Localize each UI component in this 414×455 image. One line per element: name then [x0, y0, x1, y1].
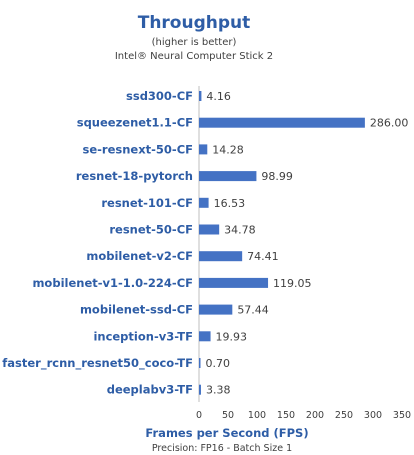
bar [199, 224, 220, 235]
chart-title: Throughput [138, 13, 251, 33]
plot-area: ssd300-CF 4.16 squeezenet1.1-CF 286.00 se-re… [2, 86, 411, 421]
bar [199, 277, 269, 288]
bar [199, 197, 209, 208]
value-label: 19.93 [216, 330, 248, 343]
value-label: 3.38 [206, 384, 231, 397]
bar [199, 144, 208, 155]
x-tick-label: 0 [196, 410, 202, 421]
bar [199, 384, 201, 395]
value-label: 119.05 [273, 277, 312, 290]
bar [199, 117, 365, 128]
value-label: 16.53 [214, 197, 246, 210]
value-label: 34.78 [224, 224, 256, 237]
bar [199, 331, 211, 342]
category-label: resnet-101-CF [101, 196, 193, 210]
x-axis-label: Frames per Second (FPS) [145, 426, 308, 440]
chart-subtitle-line-2: Intel® Neural Computer Stick 2 [115, 51, 273, 62]
category-label: ssd300-CF [126, 89, 193, 103]
chart-footnote: Precision: FP16 - Batch Size 1 [152, 443, 292, 454]
x-tick-label: 200 [306, 410, 324, 421]
x-tick-label: 300 [364, 410, 382, 421]
category-label: squeezenet1.1-CF [77, 116, 193, 130]
bar [199, 251, 243, 262]
bar [199, 358, 201, 368]
category-label: mobilenet-ssd-CF [80, 303, 193, 317]
category-label: faster_rcnn_resnet50_coco-TF [2, 356, 193, 371]
bar [199, 171, 257, 182]
value-label: 4.16 [206, 90, 231, 103]
value-label: 98.99 [261, 170, 293, 183]
category-label: deeplabv3-TF [107, 383, 193, 397]
bar [199, 91, 202, 101]
value-label: 0.70 [206, 357, 231, 370]
category-label: mobilenet-v2-CF [86, 249, 193, 263]
value-label: 14.28 [212, 143, 244, 156]
value-label: 74.41 [247, 250, 279, 263]
x-tick-label: 250 [335, 410, 353, 421]
bar [199, 304, 233, 315]
category-label: resnet-18-pytorch [76, 169, 193, 183]
category-label: inception-v3-TF [93, 329, 193, 343]
chart-subtitle-line-1: (higher is better) [152, 37, 237, 48]
category-label: se-resnext-50-CF [83, 142, 193, 156]
value-label: 57.44 [237, 304, 268, 317]
category-label: resnet-50-CF [109, 223, 193, 237]
x-tick-label: 100 [248, 410, 266, 421]
category-label: mobilenet-v1-1.0-224-CF [32, 276, 193, 290]
x-tick-label: 350 [393, 410, 411, 421]
x-tick-label: 50 [222, 410, 234, 421]
x-tick-label: 150 [277, 410, 295, 421]
value-label: 286.00 [370, 117, 409, 130]
